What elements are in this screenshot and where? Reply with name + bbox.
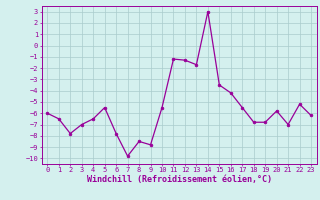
- X-axis label: Windchill (Refroidissement éolien,°C): Windchill (Refroidissement éolien,°C): [87, 175, 272, 184]
